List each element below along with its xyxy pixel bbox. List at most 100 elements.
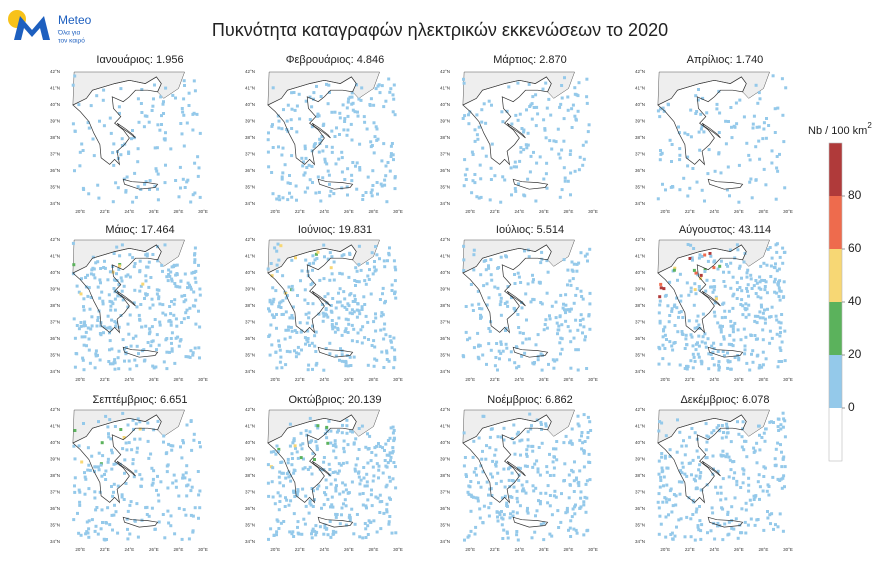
lat-label: 42°N [245,407,255,412]
density-cell [754,279,758,282]
density-cell [322,460,326,464]
density-cell [374,245,377,249]
density-cell [193,246,197,250]
density-cell [102,331,105,335]
density-cell [581,441,585,445]
density-cell [150,340,154,344]
density-cell [101,299,105,303]
density-cell [508,358,511,362]
density-cell [722,335,726,339]
density-cell [297,352,301,356]
density-cell [315,114,319,118]
density-cell [476,331,480,335]
density-cell [719,328,723,331]
lat-label: 41°N [245,86,255,91]
density-cell [353,469,357,473]
coastline [311,460,331,477]
density-cell [330,503,334,507]
colorbar-segment [829,302,842,355]
density-cell [726,359,730,363]
density-cell [96,316,100,319]
density-cell [329,429,333,433]
density-cell [718,324,722,328]
density-cell [283,505,287,508]
density-cell [361,492,365,495]
density-cell [677,131,681,135]
density-cell [733,471,737,475]
density-cell [185,180,189,184]
density-cell [470,495,474,498]
density-cell [779,321,783,325]
density-cell [693,326,697,330]
density-cell [327,462,331,466]
density-cell [347,304,351,308]
density-cell [107,360,111,363]
density-cell [770,512,774,516]
density-cell [300,348,303,352]
density-cell [349,364,353,367]
density-cell [308,440,312,444]
density-cell [193,161,197,165]
density-cell [322,503,326,507]
density-cell [82,188,86,191]
density-cell [737,163,741,167]
density-cell [303,466,307,470]
density-cell [78,164,82,168]
density-cell [513,282,517,285]
density-cell [368,103,372,106]
density-cell [689,108,693,112]
density-cell [143,114,147,118]
density-cell [671,504,675,508]
lon-label: 28°E [564,547,574,552]
density-cell [77,103,81,107]
density-cell [357,470,361,474]
density-cell [386,461,390,465]
density-cell [126,273,130,277]
density-cell [464,473,468,477]
density-cell [743,352,747,356]
density-cell [723,522,727,526]
density-cell [138,473,142,477]
density-cell [670,531,674,535]
density-cell [333,470,337,474]
density-cell [195,112,199,116]
density-cell [489,348,493,352]
density-cell [155,348,158,352]
density-cell [576,422,580,426]
density-cell [139,102,143,105]
density-cell [357,475,361,479]
density-cell [133,358,137,362]
lat-label: 36°N [440,336,450,341]
density-cell [579,496,583,500]
lat-label: 39°N [635,287,645,292]
density-cell [188,355,192,359]
density-cell [704,422,708,426]
density-cell [504,329,507,332]
density-cell [782,280,786,284]
lat-label: 37°N [245,320,255,325]
density-cell [285,128,289,131]
density-cell [328,182,331,186]
density-cell [196,470,200,473]
density-cell [706,337,710,341]
density-cell [690,256,694,260]
density-cell [277,126,281,130]
density-cell [661,500,665,504]
density-cell [333,325,337,329]
lat-label: 40°N [440,102,450,107]
lat-label: 37°N [440,152,450,157]
density-cell [746,283,750,287]
density-cell [296,456,300,460]
density-cell [522,489,526,493]
density-cell [154,365,158,369]
density-cell [767,485,771,488]
density-cell [291,288,295,292]
density-cell [512,165,516,169]
density-cell [314,533,318,537]
density-cell [662,484,665,488]
density-cell [330,255,334,259]
density-cell [680,330,684,333]
density-cell [334,489,338,493]
density-cell [113,320,117,324]
density-cell [346,318,350,322]
